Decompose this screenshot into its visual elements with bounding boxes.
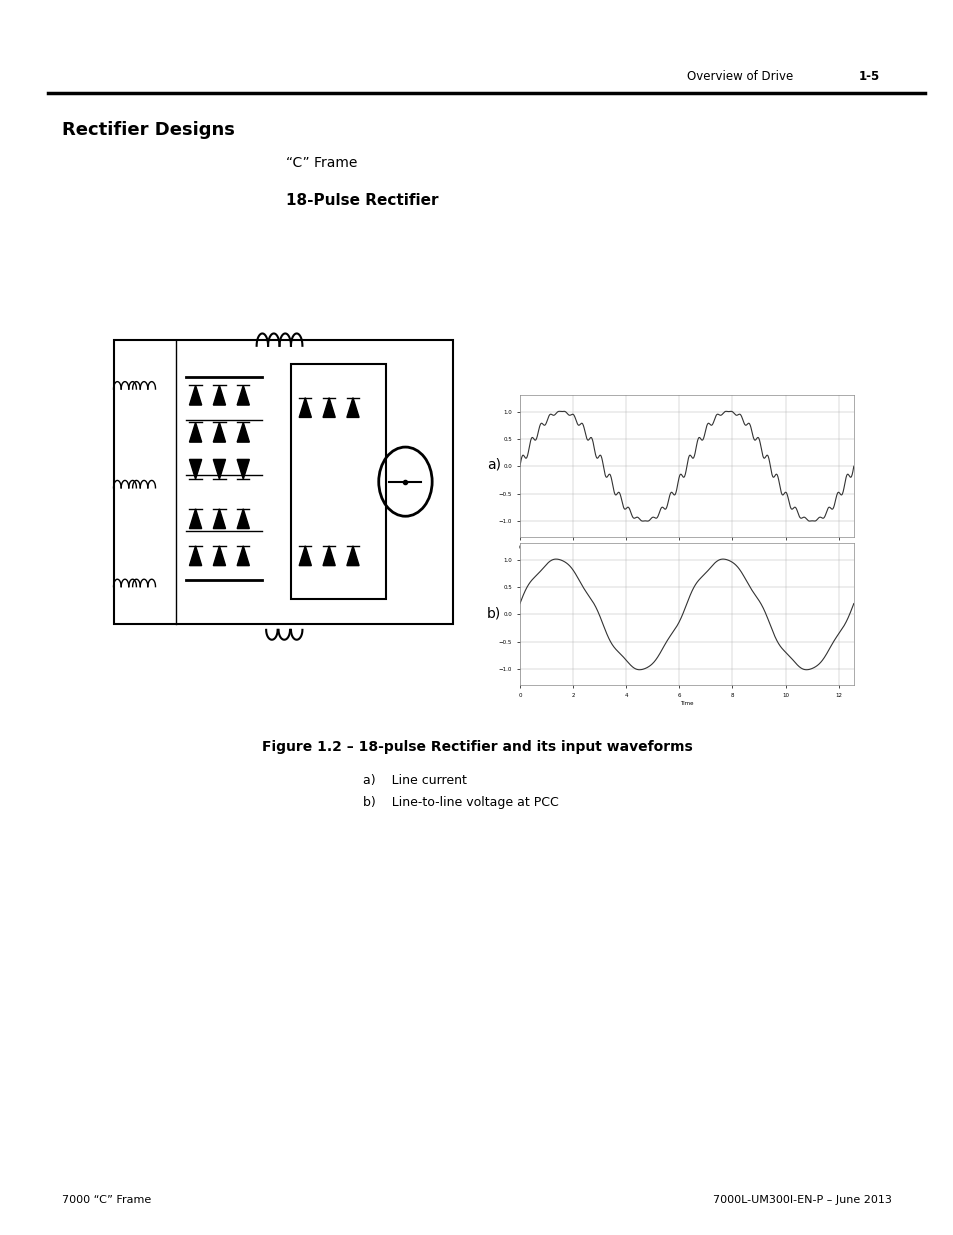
Bar [291,364,386,599]
Text: 7000L-UM300I-EN-P – June 2013: 7000L-UM300I-EN-P – June 2013 [712,1195,891,1205]
Polygon shape [190,459,201,479]
Polygon shape [213,459,225,479]
Polygon shape [237,509,249,529]
Polygon shape [190,509,201,529]
Text: Overview of Drive: Overview of Drive [686,70,792,83]
Polygon shape [347,546,358,566]
Text: 1-5: 1-5 [858,70,879,83]
Polygon shape [190,546,201,566]
Polygon shape [237,422,249,442]
Polygon shape [213,385,225,405]
Text: Figure 1.2 – 18-pulse Rectifier and its input waveforms: Figure 1.2 – 18-pulse Rectifier and its … [261,740,692,755]
Text: 18-Pulse Rectifier: 18-Pulse Rectifier [286,193,438,207]
Text: a): a) [486,457,500,472]
Text: “C” Frame: “C” Frame [286,156,357,170]
Polygon shape [237,385,249,405]
Polygon shape [347,398,358,417]
Text: 7000 “C” Frame: 7000 “C” Frame [62,1195,152,1205]
Polygon shape [299,398,311,417]
Text: Rectifier Designs: Rectifier Designs [62,121,234,138]
Polygon shape [213,422,225,442]
Polygon shape [213,546,225,566]
Polygon shape [237,546,249,566]
Text: a)    Line current: a) Line current [362,774,466,787]
Polygon shape [237,459,249,479]
Polygon shape [190,422,201,442]
Polygon shape [323,398,335,417]
X-axis label: Time: Time [679,700,693,706]
Bar [114,340,453,624]
Polygon shape [190,385,201,405]
Polygon shape [323,546,335,566]
Polygon shape [213,509,225,529]
Polygon shape [299,546,311,566]
Text: b)    Line-to-line voltage at PCC: b) Line-to-line voltage at PCC [362,797,558,809]
Text: b): b) [486,606,500,621]
